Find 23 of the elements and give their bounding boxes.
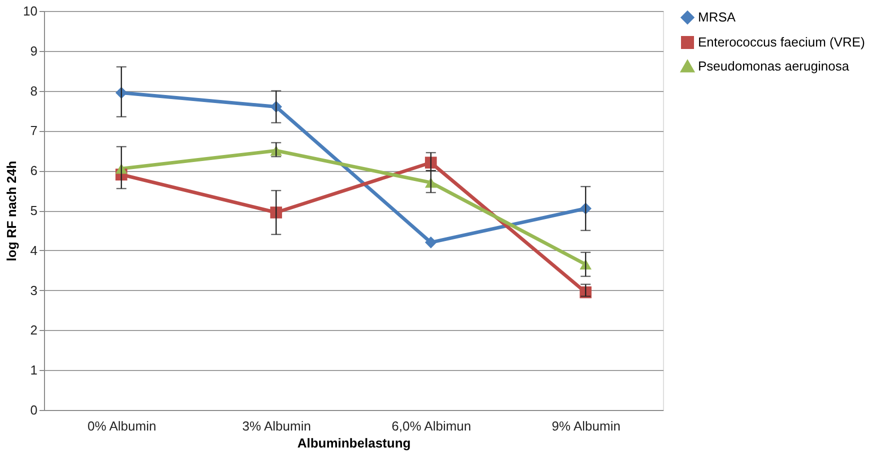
x-axis-title: Albuminbelastung (297, 436, 411, 450)
y-tick-label: 9 (30, 43, 38, 58)
x-tick-label: 6,0% Albimun (392, 418, 472, 434)
x-tick-label: 0% Albumin (88, 418, 156, 434)
y-tick-label: 5 (30, 203, 38, 218)
x-tick-label: 3% Albumin (242, 418, 311, 434)
legend-label: Enterococcus faecium (VRE) (698, 34, 865, 50)
y-tick-label: 10 (23, 4, 38, 18)
point (270, 206, 282, 218)
legend-label: Pseudomonas aeruginosa (698, 58, 850, 74)
point (424, 156, 437, 169)
legend-label: MRSA (698, 10, 736, 24)
y-tick-label: 0 (30, 402, 38, 418)
y-tick-label: 4 (30, 242, 38, 258)
y-tick-label: 8 (30, 83, 38, 98)
y-tick-label: 2 (30, 322, 38, 338)
y-tick-label: 3 (30, 282, 38, 298)
y-tick-label: 7 (30, 123, 38, 138)
y-axis-title: log RF nach 24h (4, 160, 20, 262)
y-tick-label: 1 (30, 362, 38, 378)
y-tick-label: 6 (30, 163, 38, 178)
x-tick-label: 9% Albumin (552, 418, 620, 434)
point (424, 236, 437, 248)
